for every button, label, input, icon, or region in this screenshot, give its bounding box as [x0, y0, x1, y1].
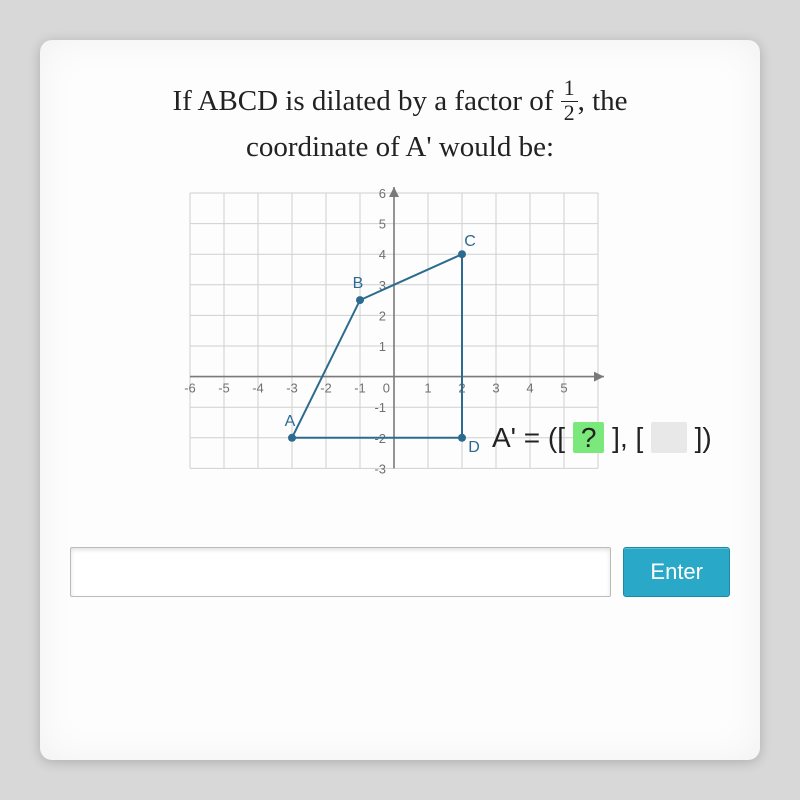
- q-suffix: , the: [578, 85, 628, 117]
- frac-den: 2: [561, 102, 578, 125]
- svg-text:-6: -6: [184, 381, 196, 396]
- svg-text:-3: -3: [286, 381, 298, 396]
- coordinate-graph: -6-5-4-3-2-1012345123456-1-2-3ABCD: [170, 173, 630, 533]
- svg-text:-1: -1: [354, 381, 366, 396]
- svg-text:1: 1: [379, 339, 386, 354]
- svg-text:-5: -5: [218, 381, 230, 396]
- svg-text:1: 1: [424, 381, 431, 396]
- frac-num: 1: [561, 78, 578, 102]
- svg-text:3: 3: [492, 381, 499, 396]
- svg-text:B: B: [353, 275, 364, 292]
- svg-text:-3: -3: [374, 461, 386, 476]
- expr-blank-slot: .: [651, 422, 687, 453]
- svg-text:C: C: [464, 233, 476, 250]
- answer-expression: A' = ([ ? ], [ . ]): [492, 422, 712, 454]
- problem-panel: If ABCD is dilated by a factor of 12, th…: [40, 40, 760, 760]
- svg-text:5: 5: [379, 217, 386, 232]
- expr-prefix: A' = ([: [492, 422, 573, 453]
- q-line2: coordinate of A' would be:: [246, 131, 554, 163]
- graph-container: -6-5-4-3-2-1012345123456-1-2-3ABCD A' = …: [170, 173, 630, 533]
- svg-text:4: 4: [526, 381, 533, 396]
- fraction: 12: [561, 78, 578, 125]
- svg-text:0: 0: [383, 381, 390, 396]
- svg-text:5: 5: [560, 381, 567, 396]
- svg-text:A: A: [285, 413, 296, 430]
- answer-row: Enter: [70, 547, 730, 597]
- svg-text:-2: -2: [320, 381, 332, 396]
- expr-mid: ], [: [604, 422, 651, 453]
- svg-text:4: 4: [379, 247, 386, 262]
- svg-text:-4: -4: [252, 381, 264, 396]
- enter-button[interactable]: Enter: [623, 547, 730, 597]
- svg-text:2: 2: [379, 308, 386, 323]
- svg-text:D: D: [468, 439, 480, 456]
- expr-highlight-slot: ?: [573, 422, 605, 453]
- answer-input[interactable]: [70, 547, 611, 597]
- svg-text:6: 6: [379, 186, 386, 201]
- expr-suffix: ]): [687, 422, 712, 453]
- q-prefix: If ABCD is dilated by a factor of: [173, 85, 561, 117]
- svg-text:-1: -1: [374, 400, 386, 415]
- question-text: If ABCD is dilated by a factor of 12, th…: [70, 80, 730, 167]
